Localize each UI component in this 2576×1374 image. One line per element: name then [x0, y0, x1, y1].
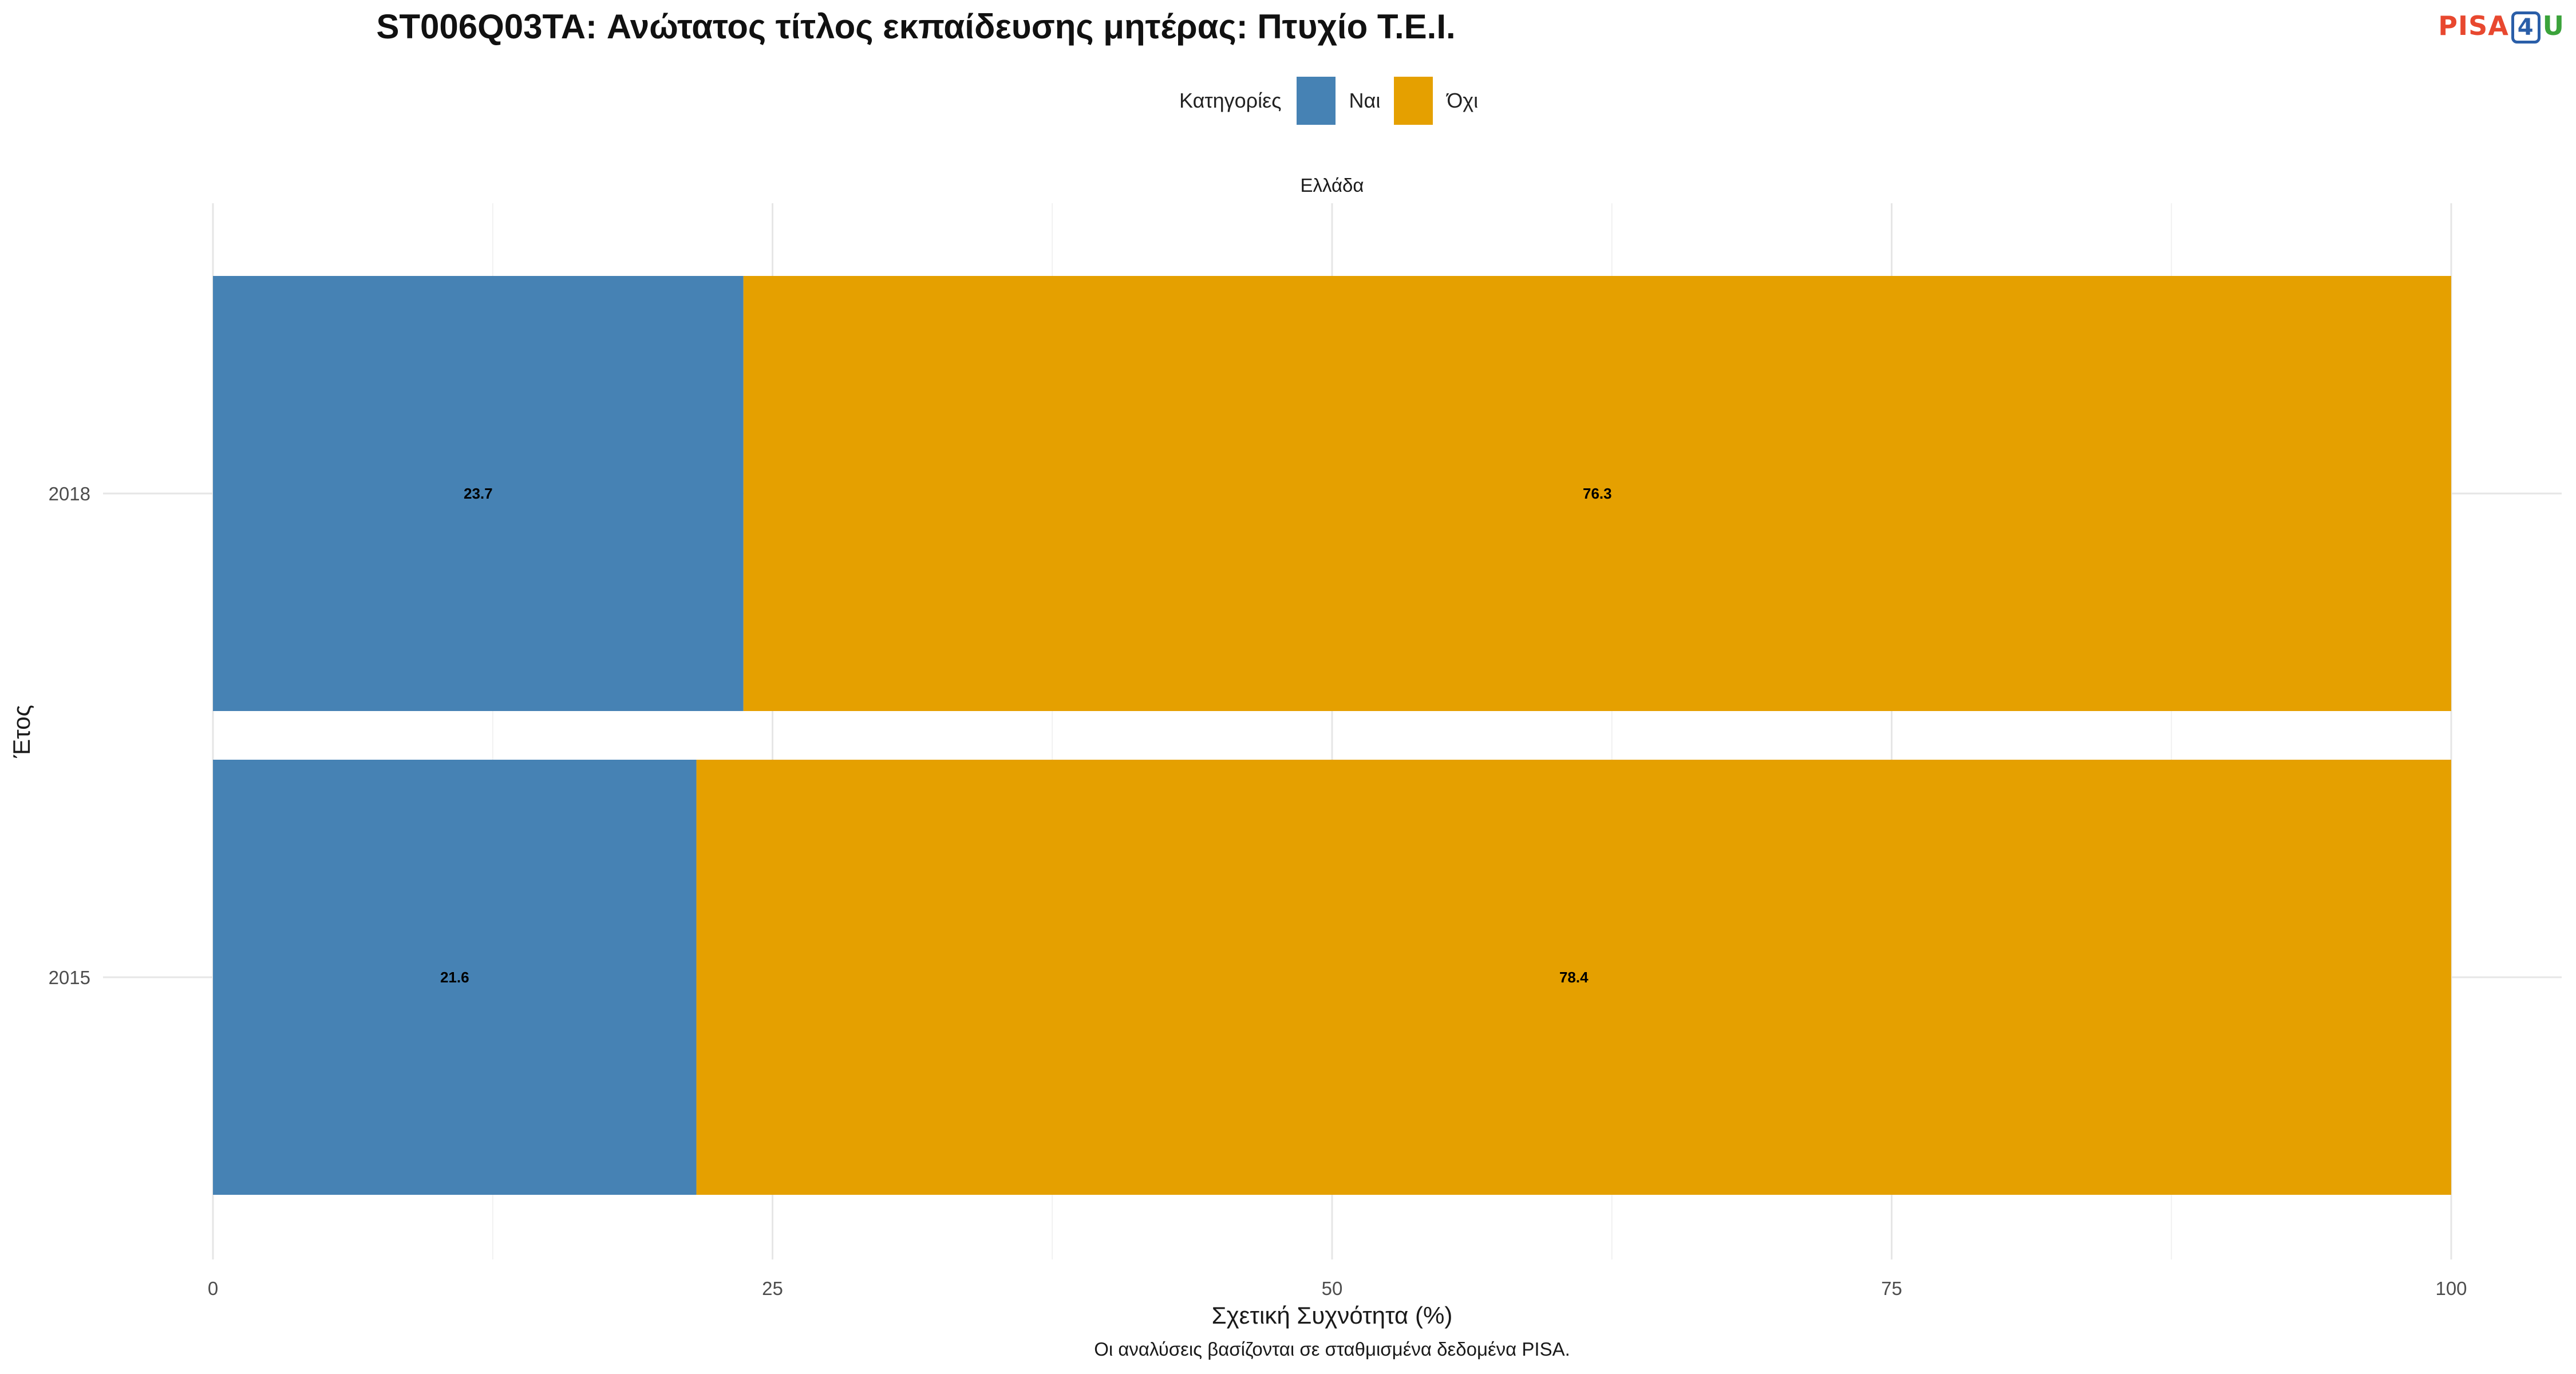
data-label: 23.7	[464, 485, 493, 502]
x-tick-label: 0	[208, 1278, 218, 1299]
legend-item-ochi: Όχι	[1394, 77, 1478, 125]
bar-2018-nai	[213, 276, 744, 711]
chart-title: ST006Q03TA: Ανώτατος τίτλος εκπαίδευσης …	[376, 7, 1456, 46]
x-axis-ticks: 0 25 50 75 100	[208, 1278, 2467, 1299]
y-tick-label: 2015	[49, 967, 90, 988]
data-labels: 23.7 76.3 21.6 78.4	[440, 485, 1612, 986]
legend-label-nai: Ναι	[1349, 89, 1381, 112]
data-label: 21.6	[440, 969, 469, 986]
x-axis-title: Σχετική Συχνότητα (%)	[1212, 1302, 1453, 1329]
legend: Κατηγορίες Ναι Όχι	[1179, 76, 1492, 126]
bar-2018-ochi	[743, 276, 2452, 711]
legend-swatch-nai	[1296, 77, 1336, 125]
legend-title: Κατηγορίες	[1179, 89, 1282, 112]
x-tick-label: 75	[1881, 1278, 1902, 1299]
y-tick-label: 2018	[49, 483, 90, 504]
legend-swatch-ochi	[1394, 77, 1433, 125]
bars	[213, 276, 2452, 1195]
x-tick-label: 50	[1322, 1278, 1343, 1299]
y-axis-ticks: 2018 2015	[49, 483, 90, 988]
bar-2015-ochi	[696, 760, 2451, 1195]
data-label: 76.3	[1583, 485, 1612, 502]
facet-label: Ελλάδα	[1300, 175, 1364, 196]
data-label: 78.4	[1559, 969, 1589, 986]
caption: Οι αναλύσεις βασίζονται σε σταθμισμένα δ…	[1094, 1339, 1570, 1360]
x-tick-label: 100	[2435, 1278, 2467, 1299]
pisa4u-logo: PISA 4 U	[2438, 10, 2565, 44]
y-axis-title: Έτος	[8, 705, 35, 759]
legend-item-nai: Ναι	[1296, 77, 1381, 125]
bar-2015-nai	[213, 760, 697, 1195]
x-tick-label: 25	[762, 1278, 783, 1299]
legend-label-ochi: Όχι	[1447, 89, 1479, 112]
